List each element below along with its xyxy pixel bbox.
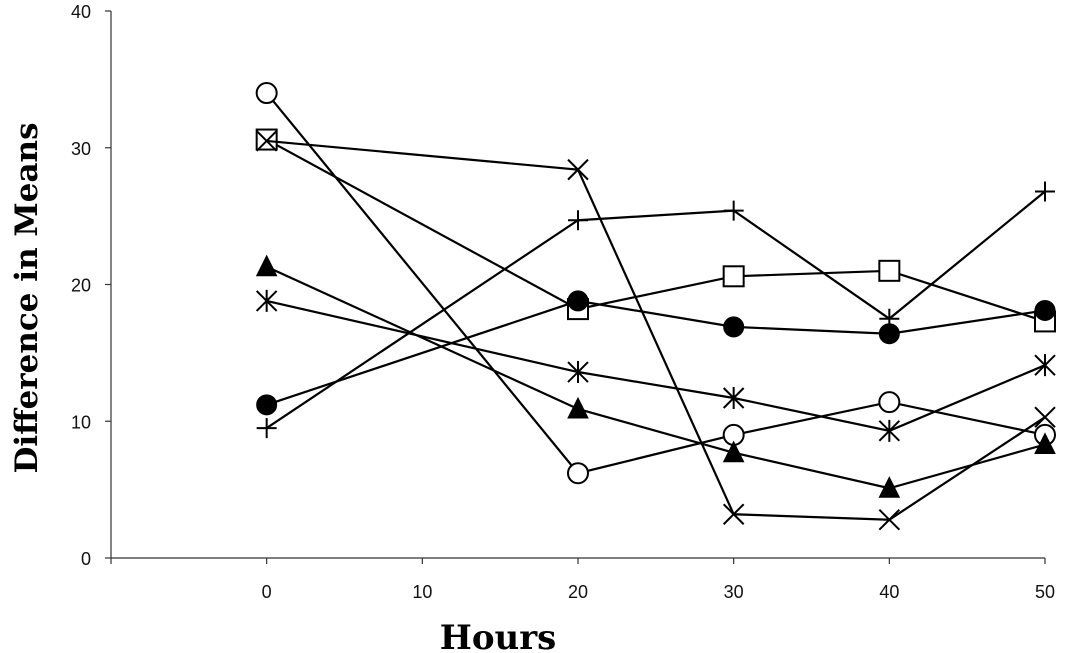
marker-x-cross: [255, 130, 278, 152]
marker-filled-circle: [567, 290, 589, 312]
marker-filled-triangle: [255, 254, 278, 277]
y-tick-label: 30: [71, 139, 91, 159]
marker-open-circle: [878, 391, 901, 414]
marker-asterisk: [878, 419, 901, 442]
marker-plus: [723, 200, 744, 221]
series-open-square: [255, 128, 1056, 333]
marker-asterisk: [255, 289, 278, 312]
series-plus: [256, 181, 1055, 439]
series-filled-circle: [256, 290, 1056, 416]
x-tick-label: 30: [724, 582, 744, 602]
marker-filled-circle: [723, 316, 745, 338]
series-asterisk: [255, 289, 1056, 442]
marker-asterisk: [567, 361, 589, 384]
marker-plus: [568, 210, 588, 231]
series-line: [266, 299, 1046, 406]
x-tick-label: 0: [262, 582, 272, 602]
marker-x-cross: [878, 509, 901, 531]
series-line: [266, 138, 1046, 323]
marker-open-circle: [567, 462, 589, 485]
marker-filled-circle: [256, 394, 278, 416]
marker-filled-triangle: [1034, 432, 1056, 454]
marker-x-cross: [722, 503, 745, 525]
x-tick-label: 20: [568, 582, 588, 602]
x-tick-label: 50: [1035, 582, 1055, 602]
series-line: [266, 139, 1046, 521]
y-tick-label: 20: [71, 276, 91, 296]
marker-open-square: [878, 259, 901, 282]
marker-plus: [256, 418, 277, 439]
y-tick-label: 0: [81, 549, 91, 569]
marker-filled-circle: [878, 323, 900, 345]
x-tick-label: 10: [412, 582, 432, 602]
marker-x-cross: [567, 158, 589, 181]
y-tick-label: 10: [71, 412, 91, 432]
marker-open-circle: [255, 82, 278, 105]
y-axis-title: Difference in Means: [9, 122, 45, 473]
series-line: [266, 190, 1046, 430]
y-tick-label: 40: [71, 2, 91, 22]
marker-x-cross: [1034, 406, 1056, 428]
marker-filled-triangle: [722, 440, 745, 463]
series-filled-triangle: [255, 254, 1056, 498]
x-tick-label: 40: [879, 582, 899, 602]
marker-filled-triangle: [567, 396, 589, 419]
marker-asterisk: [1034, 354, 1056, 377]
marker-filled-triangle: [878, 476, 901, 498]
marker-plus: [1035, 181, 1055, 202]
marker-open-square: [722, 265, 745, 288]
axes: 0 10 20 30 40 0 10 20 30 40 50: [71, 2, 1055, 602]
series-layer: [255, 82, 1056, 531]
x-axis-title: Hours: [440, 618, 557, 653]
marker-filled-circle: [1034, 299, 1056, 321]
marker-asterisk: [722, 387, 745, 410]
series-open-circle: [255, 82, 1056, 485]
series-x-cross: [255, 130, 1056, 531]
